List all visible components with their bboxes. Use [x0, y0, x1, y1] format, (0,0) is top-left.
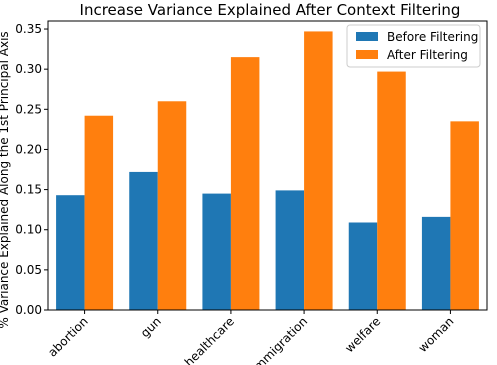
legend-label: After Filtering: [387, 48, 468, 62]
legend-box: [346, 24, 481, 68]
bar-after-abortion: [84, 115, 114, 310]
bar-before-immigration: [275, 190, 305, 310]
bar-after-woman: [450, 121, 479, 310]
legend: Before Filtering After Filtering: [346, 24, 481, 68]
x-tick-label: abortion: [45, 314, 90, 359]
x-tick-label: welfare: [342, 314, 383, 355]
y-tick-label: 0.00: [15, 303, 42, 317]
bar-after-welfare: [377, 71, 406, 310]
plot-area: 0.00 0.05 0.10 0.15 0.20 0.25 0.30 0.35 abortion…: [15, 20, 488, 365]
y-tick-label: 0.20: [15, 142, 42, 156]
bar-before-welfare: [348, 222, 378, 310]
y-tick-label: 0.30: [15, 62, 42, 76]
bar-before-gun: [129, 171, 158, 310]
bar-before-abortion: [56, 195, 85, 310]
chart-title: Increase Variance Explained After Contex…: [80, 1, 461, 19]
legend-swatch: [356, 50, 378, 59]
y-axis-label: % Variance Explained Along the 1st Princ…: [0, 31, 11, 328]
x-tick-label: woman: [416, 314, 457, 355]
legend-label: Before Filtering: [387, 30, 478, 44]
axes-frame: [47, 20, 488, 311]
y-tick-label: 0.05: [15, 263, 42, 277]
legend-swatch: [356, 32, 378, 41]
bar-after-gun: [157, 101, 187, 311]
bar-before-woman: [421, 216, 451, 310]
y-tick-label: 0.10: [15, 223, 42, 237]
x-tick-label: healthcare: [182, 314, 237, 365]
bar-after-healthcare: [230, 57, 260, 310]
y-tick-label: 0.25: [15, 102, 42, 116]
bar-after-immigration: [304, 31, 333, 311]
y-tick-label: 0.35: [15, 22, 42, 36]
x-tick-label: immigration: [249, 314, 310, 365]
y-tick-label: 0.15: [15, 183, 42, 197]
x-tick-label: gun: [138, 314, 164, 340]
bar-before-healthcare: [202, 193, 231, 310]
